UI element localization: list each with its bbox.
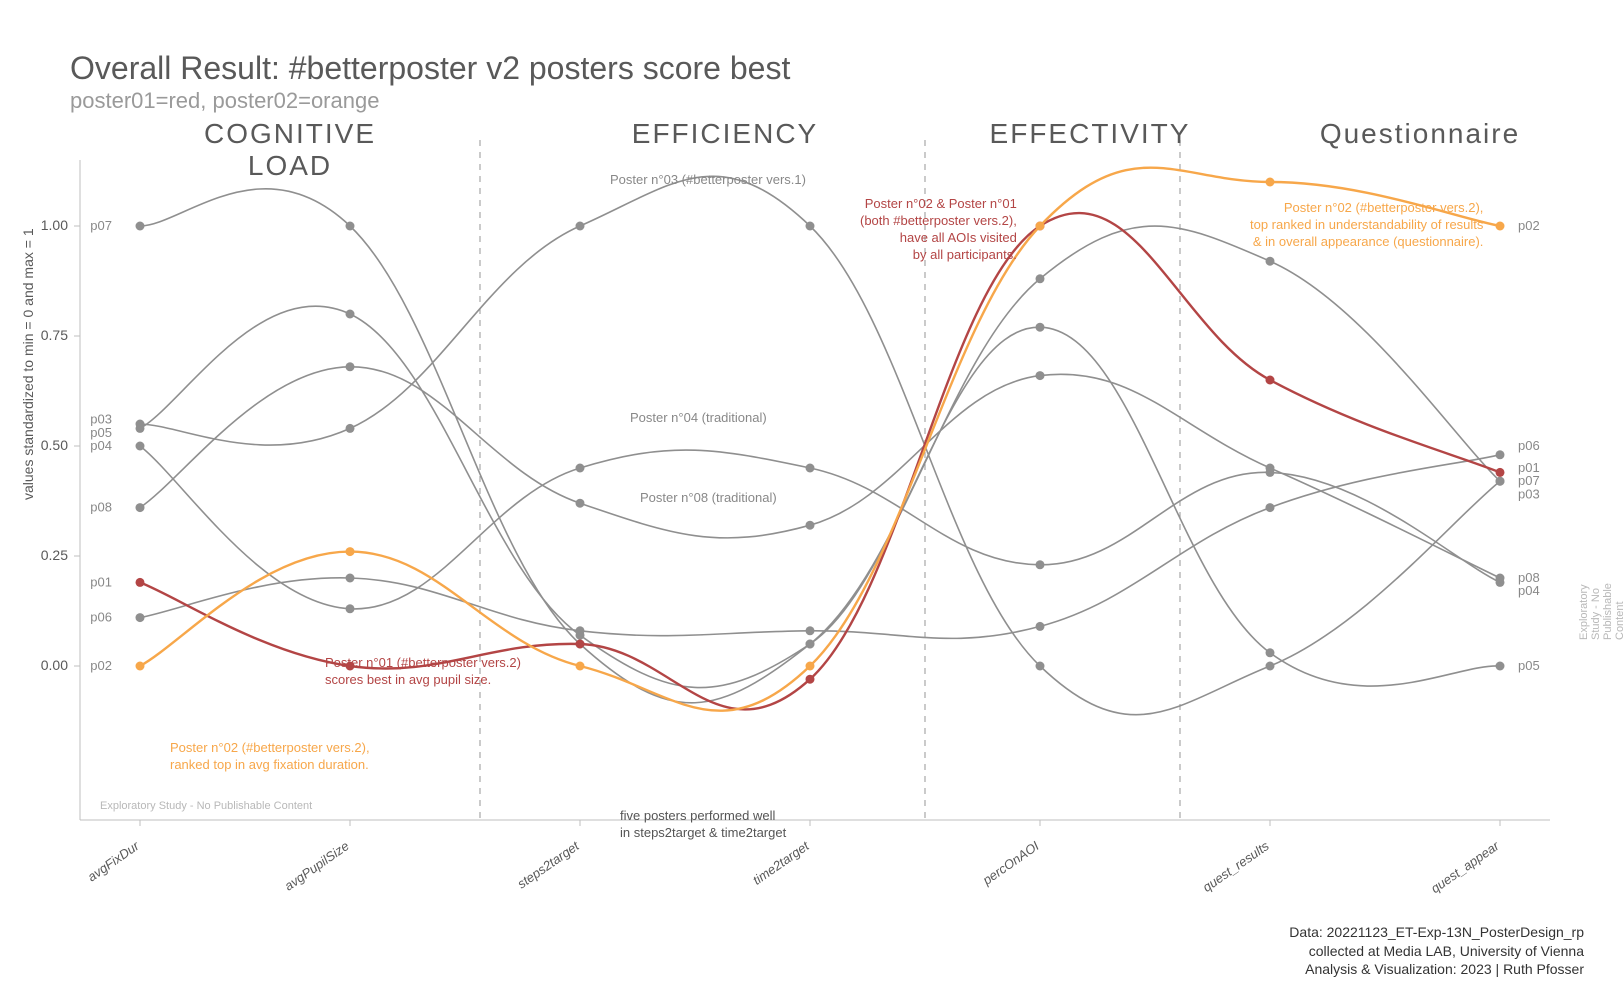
series-point-p06: [1496, 450, 1505, 459]
credits-line-3: Analysis & Visualization: 2023 | Ruth Pf…: [1289, 960, 1584, 978]
series-left-label: p04: [90, 438, 112, 453]
plot-area: 0.000.250.500.751.00avgFixDuravgPupilSiz…: [80, 160, 1550, 820]
y-tick-label: 0.75: [41, 327, 68, 343]
watermark-right-vertical: Exploratory Study - No Publishable Conte…: [1578, 583, 1624, 640]
y-axis-title: values standardized to min = 0 and max =…: [20, 228, 36, 500]
series-point-p06: [136, 613, 145, 622]
series-point-p08: [136, 503, 145, 512]
series-point-p06: [806, 626, 815, 635]
x-tick-label: quest_results: [1200, 838, 1272, 895]
credits-line-2: collected at Media LAB, University of Vi…: [1289, 942, 1584, 960]
y-tick-label: 0.50: [41, 437, 68, 453]
series-point-p05: [1266, 648, 1275, 657]
series-point-p05: [346, 310, 355, 319]
series-point-p02: [806, 662, 815, 671]
series-point-p04: [136, 442, 145, 451]
series-line-p03: [140, 176, 1500, 714]
series-point-p03: [806, 222, 815, 231]
series-point-p07: [806, 640, 815, 649]
series-point-p02: [346, 547, 355, 556]
section-label: COGNITIVE LOAD: [160, 118, 420, 182]
credits-block: Data: 20221123_ET-Exp-13N_PosterDesign_r…: [1289, 923, 1584, 978]
series-point-p02: [1496, 222, 1505, 231]
series-point-p08: [576, 499, 585, 508]
series-point-p07: [136, 222, 145, 231]
series-point-p03: [576, 222, 585, 231]
series-point-p06: [576, 626, 585, 635]
series-left-label: p02: [90, 658, 112, 673]
series-left-label: p08: [90, 500, 112, 515]
series-point-p08: [1496, 574, 1505, 583]
ann-aoi: Poster n°02 & Poster n°01(both #betterpo…: [860, 196, 1017, 264]
y-tick-label: 0.00: [41, 657, 68, 673]
watermark-bottom-left: Exploratory Study - No Publishable Conte…: [100, 800, 312, 812]
series-point-p06: [1036, 622, 1045, 631]
series-point-p03: [1266, 662, 1275, 671]
page-container: Overall Result: #betterposter v2 posters…: [0, 0, 1624, 1008]
x-tick-label: quest_appear: [1428, 838, 1502, 896]
series-point-p04: [576, 464, 585, 473]
series-point-p08: [1266, 464, 1275, 473]
x-tick-label: avgPupilSize: [282, 838, 352, 893]
series-point-p02: [576, 662, 585, 671]
ann-p02-left: Poster n°02 (#betterposter vers.2),ranke…: [170, 740, 370, 774]
series-right-label: p05: [1518, 658, 1540, 673]
series-point-p06: [346, 574, 355, 583]
series-point-p01: [136, 578, 145, 587]
series-point-p01: [1496, 468, 1505, 477]
series-point-p07: [346, 222, 355, 231]
page-subtitle: poster01=red, poster02=orange: [70, 88, 379, 114]
page-title: Overall Result: #betterposter v2 posters…: [70, 50, 790, 87]
series-point-p04: [1036, 560, 1045, 569]
series-left-label: p06: [90, 610, 112, 625]
ann-five: five posters performed wellin steps2targ…: [620, 808, 786, 842]
series-line-p07: [140, 189, 1500, 703]
series-point-p01: [806, 675, 815, 684]
series-line-p08: [140, 367, 1500, 578]
series-point-p08: [1036, 371, 1045, 380]
series-point-p05: [1036, 323, 1045, 332]
series-point-p07: [1266, 257, 1275, 266]
series-right-label: p04: [1518, 583, 1540, 598]
y-tick-label: 0.25: [41, 547, 68, 563]
series-point-p07: [1496, 477, 1505, 486]
series-point-p08: [806, 521, 815, 530]
series-right-label: p02: [1518, 218, 1540, 233]
series-point-p02: [1036, 222, 1045, 231]
series-point-p04: [806, 464, 815, 473]
section-label: EFFECTIVITY: [960, 118, 1220, 150]
series-point-p03: [1036, 662, 1045, 671]
series-left-label: p07: [90, 218, 112, 233]
series-point-p01: [1266, 376, 1275, 385]
series-line-p06: [140, 455, 1500, 639]
y-tick-label: 1.00: [41, 217, 68, 233]
ann-p03: Poster n°03 (#betterposter vers.1): [610, 172, 806, 189]
series-point-p02: [136, 662, 145, 671]
series-point-p07: [1036, 274, 1045, 283]
x-tick-label: time2target: [750, 837, 813, 887]
series-point-p08: [346, 362, 355, 371]
credits-line-1: Data: 20221123_ET-Exp-13N_PosterDesign_r…: [1289, 923, 1584, 941]
section-label: EFFICIENCY: [595, 118, 855, 150]
series-line-p04: [140, 446, 1500, 609]
series-point-p01: [576, 640, 585, 649]
series-point-p05: [1496, 662, 1505, 671]
ann-quest: Poster n°02 (#betterposter vers.2),top r…: [1250, 200, 1483, 251]
ann-p01-pupil: Poster n°01 (#betterposter vers.2)scores…: [325, 655, 521, 689]
ann-p08: Poster n°08 (traditional): [640, 490, 777, 507]
chart-svg: 0.000.250.500.751.00avgFixDuravgPupilSiz…: [80, 160, 1550, 820]
series-point-p03: [346, 424, 355, 433]
x-tick-label: steps2target: [515, 837, 583, 891]
ann-p04: Poster n°04 (traditional): [630, 410, 767, 427]
series-point-p06: [1266, 503, 1275, 512]
series-left-label: p01: [90, 574, 112, 589]
series-point-p05: [136, 424, 145, 433]
series-point-p02: [1266, 178, 1275, 187]
x-tick-label: avgFixDur: [85, 838, 143, 885]
section-label: Questionnaire: [1290, 118, 1550, 150]
series-point-p04: [346, 604, 355, 613]
series-right-label: p03: [1518, 486, 1540, 501]
series-right-label: p06: [1518, 438, 1540, 453]
x-tick-label: percOnAOI: [979, 838, 1042, 888]
